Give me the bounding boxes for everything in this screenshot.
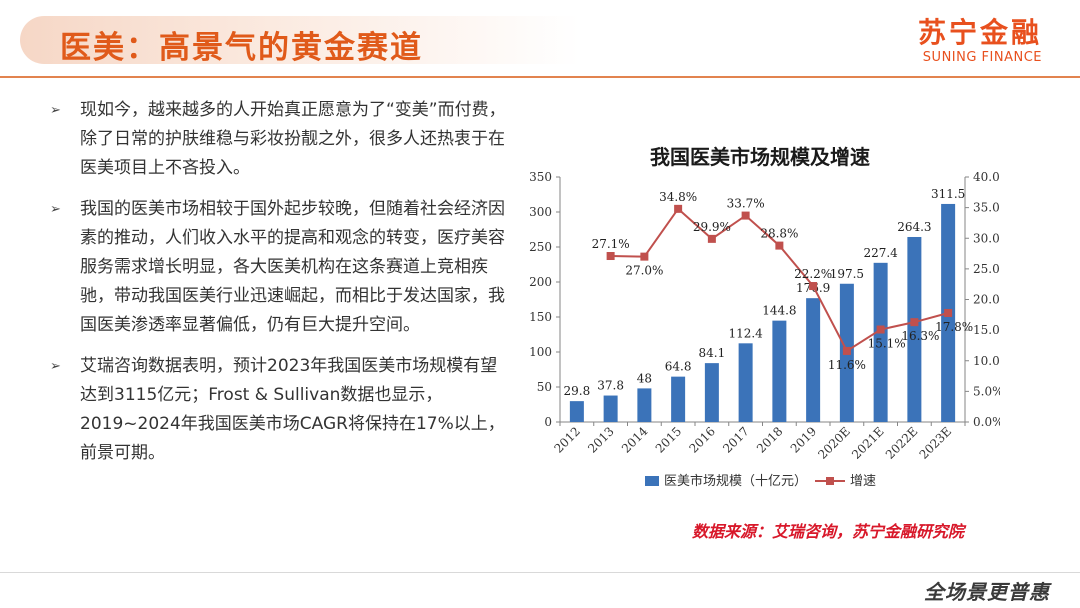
header: 医美：高景气的黄金赛道 苏宁金融 SUNING FINANCE [0,0,1080,80]
growth-point [944,308,953,317]
bar-value-label: 197.5 [830,267,864,281]
bar [806,298,821,422]
legend-bar-label: 医美市场规模（十亿元） [664,473,807,489]
bar [704,363,719,422]
bar [907,236,922,422]
growth-point [606,252,615,261]
growth-value-label: 17.8% [935,320,973,334]
bar-value-label: 227.4 [863,246,898,260]
growth-point [809,282,818,291]
y-tick-label-right: 0.0% [973,415,1000,429]
arrow-bullet-icon: ➢ [50,103,61,118]
title-banner [20,16,580,64]
bar-value-label: 29.8 [564,384,591,398]
bar-value-label: 37.8 [597,379,624,393]
y-tick-label-right: 25.0% [973,262,1000,276]
page-title: 医美：高景气的黄金赛道 [60,30,423,66]
growth-point [640,252,649,261]
y-tick-label-left: 50 [537,380,552,394]
bar-value-label: 64.8 [665,360,692,374]
x-tick-label: 2015 [653,424,684,455]
bullet-item: ➢ 我国的医美市场相较于国外起步较晚，但随着社会经济因素的推动，人们收入水平的提… [48,195,508,340]
bar-value-label: 48 [637,371,652,385]
growth-value-label: 29.9% [693,220,731,234]
y-tick-label-right: 30.0% [973,231,1000,245]
bar [671,376,686,422]
brand-logo: 苏宁金融 SUNING FINANCE [917,16,1042,66]
y-tick-label-right: 15.0% [973,323,1000,337]
legend-bar-swatch [645,476,659,486]
legend-line-marker [826,477,834,485]
x-tick-label: 2017 [720,424,751,455]
growth-value-label: 15.1% [868,337,906,351]
bar [772,320,787,422]
x-tick-label: 2020E [815,424,853,462]
footer-slogan-logo: 全场景更普惠 [924,580,1050,604]
x-tick-label: 2014 [619,424,651,456]
x-tick-label: 2022E [883,424,921,462]
growth-point [910,318,919,327]
x-tick-label: 2016 [686,424,717,455]
y-tick-label-right: 5.0% [973,384,1000,398]
growth-value-label: 22.2% [794,267,832,281]
bar-value-label: 144.8 [762,304,796,318]
bar [637,388,652,422]
growth-point [674,204,683,213]
y-tick-label-right: 20.0% [973,293,1000,307]
y-tick-label-left: 150 [529,310,552,324]
bullet-text: 我国的医美市场相较于国外起步较晚，但随着社会经济因素的推动，人们收入水平的提高和… [80,199,505,335]
y-tick-label-right: 10.0% [973,354,1000,368]
x-tick-label: 2018 [754,424,785,455]
x-tick-label: 2021E [849,424,887,462]
y-tick-label-left: 300 [529,205,552,219]
growth-point [876,325,885,334]
arrow-bullet-icon: ➢ [50,359,61,374]
growth-value-label: 27.1% [592,237,630,251]
y-tick-label-left: 100 [529,345,552,359]
footer-divider [0,572,1080,573]
bar [873,262,888,422]
y-tick-label-right: 40.0% [973,170,1000,184]
market-size-chart: 0 50 100 150 200 250 300 350 0.0% 5.0% 10.0% 15.0% 2… [529,170,1000,489]
growth-point [741,211,750,220]
x-tick-label: 2019 [788,424,819,455]
bar-value-label: 264.3 [897,220,931,234]
bar [738,343,753,422]
growth-point [707,234,716,243]
growth-value-label: 28.8% [760,227,798,241]
x-tick-label: 2012 [551,424,582,455]
chart-title: 我国医美市场规模及增速 [650,145,870,169]
bar [603,395,618,422]
y-tick-label-left: 350 [529,170,552,184]
bullet-text: 艾瑞咨询数据表明，预计2023年我国医美市场规模有望达到3115亿元；Frost… [80,356,505,463]
legend-line-label: 增速 [850,474,876,489]
bar-value-label: 311.5 [931,187,965,201]
header-divider [0,76,1080,78]
arrow-bullet-icon: ➢ [50,202,61,217]
y-tick-label-left: 0 [544,415,552,429]
growth-value-label: 11.6% [828,358,866,372]
x-tick-label: 2013 [585,424,616,455]
growth-value-label: 34.8% [659,190,697,204]
brand-logo-en: SUNING FINANCE [922,50,1042,65]
brand-logo-cn: 苏宁金融 [917,16,1042,49]
bar-value-label: 84.1 [699,346,726,360]
growth-value-label: 27.0% [625,264,663,278]
bar [569,401,584,422]
bullet-list: ➢ 现如今，越来越多的人开始真正愿意为了“变美”而付费，除了日常的护肤维稳与彩妆… [48,96,508,480]
data-source-note: 数据来源：艾瑞咨询，苏宁金融研究院 [692,522,965,541]
y-tick-label-right: 35.0% [973,201,1000,215]
bullet-item: ➢ 艾瑞咨询数据表明，预计2023年我国医美市场规模有望达到3115亿元；Fro… [48,352,508,468]
y-tick-label-left: 250 [529,240,552,254]
bullet-item: ➢ 现如今，越来越多的人开始真正愿意为了“变美”而付费，除了日常的护肤维稳与彩妆… [48,96,508,183]
growth-value-label: 33.7% [727,197,765,211]
bullet-text: 现如今，越来越多的人开始真正愿意为了“变美”而付费，除了日常的护肤维稳与彩妆扮靓… [80,100,506,178]
growth-point [775,241,784,250]
y-tick-label-left: 200 [529,275,552,289]
growth-value-label: 16.3% [901,329,939,343]
growth-point [842,346,851,355]
bar-value-label: 112.4 [728,326,763,340]
x-tick-label: 2023E [917,424,955,462]
